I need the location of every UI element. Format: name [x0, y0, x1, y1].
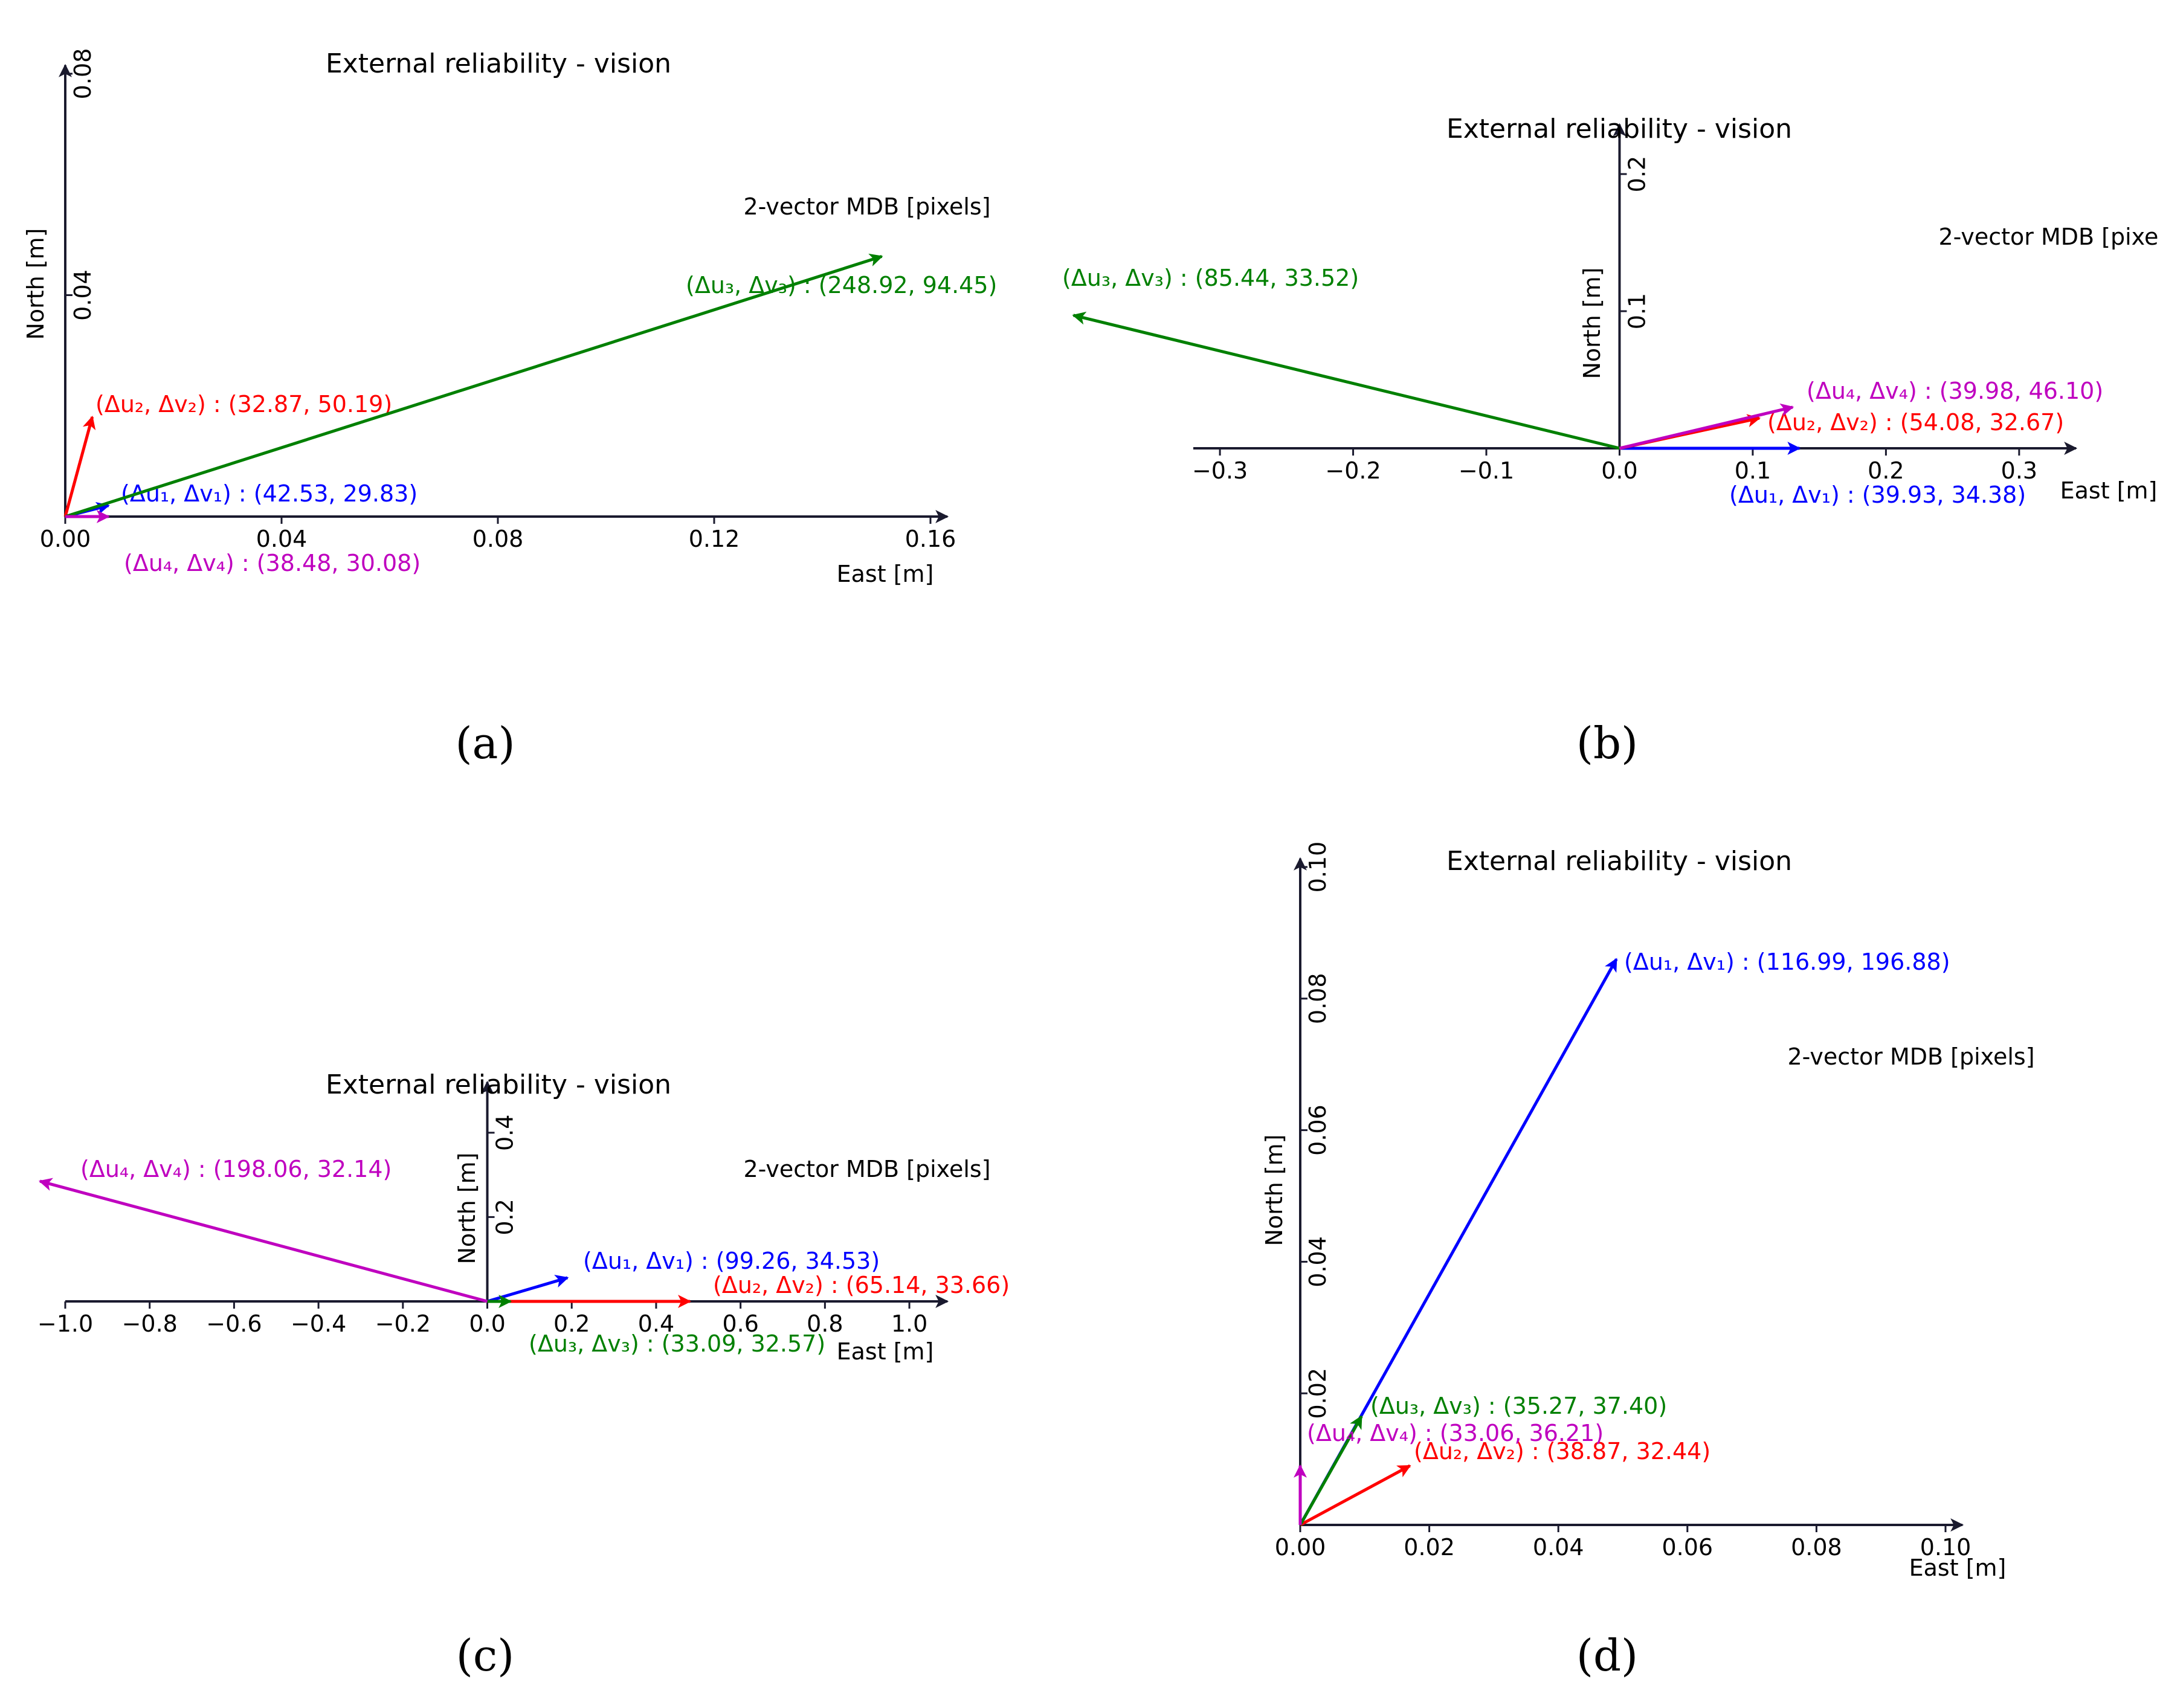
x-tick-label: 0.0 — [469, 1310, 505, 1337]
vector-label: (Δu₁, Δv₁) : (39.93, 34.38) — [1729, 482, 2026, 508]
chart-panel-d: 0.00 0.02 0.04 0.06 0.08 0.10 0.02 0.04 0.06 0.08… — [1261, 842, 2035, 1681]
y-axis-label: North [m] — [1261, 1134, 1288, 1246]
x-tick-label: 0.10 — [1920, 1534, 1971, 1561]
x-tick-label: −0.4 — [291, 1310, 346, 1337]
vector-label: (Δu₃, Δv₃) : (33.09, 32.57) — [529, 1330, 825, 1357]
y-tick-label: 0.08 — [69, 48, 96, 100]
x-tick-label: 0.16 — [905, 526, 956, 552]
y-tick-label: 0.1 — [1623, 293, 1650, 329]
chart-title: External reliability - vision — [326, 1069, 671, 1100]
vector-arrow — [63, 415, 96, 517]
x-axis-label: East [m] — [837, 561, 934, 587]
chart-title: External reliability - vision — [326, 48, 671, 79]
vector-label: (Δu₁, Δv₁) : (99.26, 34.53) — [583, 1248, 880, 1274]
vector-label: (Δu₃, Δv₃) : (35.27, 37.40) — [1370, 1393, 1667, 1419]
x-tick-label: 0.08 — [1791, 1534, 1842, 1561]
legend-title: 2-vector MDB [pixels] — [1938, 224, 2160, 250]
vector-arrow — [1072, 311, 1620, 450]
legend-title: 2-vector MDB [pixels] — [1787, 1043, 2034, 1070]
x-tick-label: −0.8 — [122, 1310, 178, 1337]
x-tick-label: 0.1 — [1735, 457, 1771, 484]
vector-label: (Δu₂, Δv₂) : (54.08, 32.67) — [1767, 409, 2064, 436]
x-tick-label: 0.06 — [1662, 1534, 1713, 1561]
y-tick-label: 0.10 — [1304, 842, 1331, 893]
vector-arrow — [38, 1178, 488, 1303]
y-axis-label: North [m] — [1579, 267, 1605, 379]
vector-label: (Δu₂, Δv₂) : (65.14, 33.66) — [713, 1272, 1010, 1298]
x-tick-label: −0.2 — [375, 1310, 431, 1337]
vector-arrow — [1298, 1415, 1363, 1526]
x-tick-label: 0.4 — [638, 1310, 674, 1337]
vector-arrow — [65, 253, 883, 518]
x-axis-label: East [m] — [837, 1338, 934, 1365]
y-tick-label: 0.02 — [1304, 1368, 1331, 1419]
vector-arrow — [1299, 1464, 1411, 1527]
y-tick-label: 0.4 — [492, 1115, 518, 1151]
chart-panel-c: −1.0 −0.8 −0.6 −0.4 −0.2 0.0 0.2 0.4 0.6 0.8 1.0 0.… — [37, 1069, 1010, 1681]
x-tick-label: 0.02 — [1404, 1534, 1455, 1561]
y-tick-label: 0.04 — [69, 269, 96, 321]
x-tick-label: −0.3 — [1192, 457, 1248, 484]
x-tick-label: 0.04 — [1533, 1534, 1584, 1561]
chart-title: External reliability - vision — [1446, 846, 1792, 877]
y-axis-label: North [m] — [22, 228, 49, 340]
vector-label: (Δu₂, Δv₂) : (38.87, 32.44) — [1414, 1438, 1710, 1465]
vector-label: (Δu₄, Δv₄) : (39.98, 46.10) — [1807, 378, 2103, 404]
x-tick-label: 0.2 — [553, 1310, 590, 1337]
y-tick-label: 0.06 — [1304, 1104, 1331, 1156]
vector-label: (Δu₄, Δv₄) : (198.06, 32.14) — [80, 1156, 392, 1182]
legend-title: 2-vector MDB [pixels] — [743, 1156, 990, 1182]
y-tick-label: 0.08 — [1304, 973, 1331, 1024]
vector-label: (Δu₁, Δv₁) : (116.99, 196.88) — [1624, 949, 1950, 975]
x-tick-label: 0.00 — [1275, 1534, 1326, 1561]
panel-caption: (d) — [1576, 1630, 1638, 1681]
x-tick-label: 0.8 — [807, 1310, 843, 1337]
x-tick-label: −0.1 — [1459, 457, 1514, 484]
x-axis-label: East [m] — [2060, 477, 2158, 504]
chart-panel-a: 0.00 0.04 0.08 0.12 0.16 0.04 0.08 (Δu₁, Δv₁) :… — [22, 48, 997, 769]
panel-caption: (b) — [1576, 718, 1638, 769]
x-tick-label: 0.2 — [1868, 457, 1904, 484]
y-axis-label: North [m] — [454, 1152, 480, 1264]
x-tick-label: 0.08 — [472, 526, 524, 552]
x-tick-label: 0.6 — [722, 1310, 758, 1337]
chart-panel-b: −0.3 −0.2 −0.1 0.0 0.1 0.2 0.30.10.2(Δu₁, Δv₁)… — [1062, 114, 2160, 769]
y-tick-label: 0.2 — [492, 1199, 518, 1235]
x-tick-label: −0.6 — [206, 1310, 262, 1337]
vector-label: (Δu₄, Δv₄) : (33.06, 36.21) — [1307, 1420, 1604, 1446]
x-tick-label: 0.12 — [689, 526, 740, 552]
x-tick-label: 0.3 — [2001, 457, 2037, 484]
x-axis-label: East [m] — [1909, 1555, 2007, 1581]
panel-caption: (a) — [455, 718, 515, 769]
x-tick-label: 0.0 — [1601, 457, 1637, 484]
y-tick-label: 0.04 — [1304, 1236, 1331, 1287]
x-tick-label: 0.00 — [40, 526, 91, 552]
vector-label: (Δu₂, Δv₂) : (32.87, 50.19) — [95, 391, 392, 417]
vector-arrow — [1619, 403, 1794, 450]
vector-label: (Δu₃, Δv₃) : (248.92, 94.45) — [686, 272, 997, 298]
x-tick-label: −0.2 — [1325, 457, 1381, 484]
vector-label: (Δu₃, Δv₃) : (85.44, 33.52) — [1062, 265, 1359, 291]
x-tick-label: 1.0 — [891, 1310, 927, 1337]
vector-label: (Δu₄, Δv₄) : (38.48, 30.08) — [124, 550, 421, 576]
y-tick-label: 0.2 — [1623, 156, 1650, 192]
chart-title: External reliability - vision — [1446, 114, 1792, 144]
x-tick-label: 0.04 — [256, 526, 308, 552]
x-tick-label: −1.0 — [37, 1310, 93, 1337]
legend-title: 2-vector MDB [pixels] — [743, 193, 990, 220]
panel-caption: (c) — [456, 1630, 515, 1681]
vector-label: (Δu₁, Δv₁) : (42.53, 29.83) — [121, 480, 417, 507]
vector-arrow — [486, 1274, 569, 1303]
